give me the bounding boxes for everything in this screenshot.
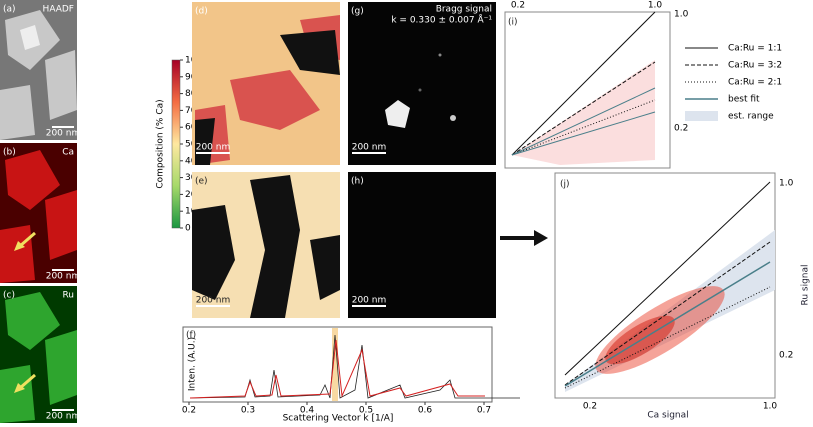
panel-label: (c) [3, 291, 15, 301]
panel-label: (g) [351, 7, 364, 17]
scale-bar: 200 nm [46, 129, 81, 139]
panel-label: (f) [186, 331, 196, 341]
colorbar-tick-label: 20 [185, 190, 197, 200]
x-tick-label: 0.7 [477, 406, 491, 416]
tick-label: 0.2 [511, 1, 525, 11]
colorbar-label: Composition (% Ca) [156, 99, 166, 188]
legend-entry: Ca:Ru = 3:2 [728, 61, 782, 71]
tick-label: 0.2 [674, 124, 688, 134]
panel-label: (e) [195, 177, 208, 187]
panel-j: (j) 0.2 1.0 1.0 0.2 Ca signal Ru signal [554, 172, 811, 421]
colorbar-tick-label: 30 [185, 173, 197, 183]
x-tick-label: 0.3 [241, 406, 255, 416]
colorbar-tick-label: 80 [185, 89, 197, 99]
colorbar-tick-label: 90 [185, 72, 197, 82]
x-tick-label: 0.6 [418, 406, 433, 416]
panel-a: (a) HAADF 200 nm [0, 0, 80, 140]
legend: Ca:Ru = 1:1 Ca:Ru = 3:2 Ca:Ru = 2:1 best… [685, 44, 782, 122]
panel-d: (d) 200 nm [192, 2, 340, 165]
scale-bar: 200 nm [196, 143, 231, 153]
panel-h: (h) 200 nm [348, 172, 496, 318]
arrow [500, 230, 548, 246]
tick-label: 1.0 [648, 1, 663, 11]
legend-entry: Ca:Ru = 2:1 [728, 78, 782, 88]
panel-title: Bragg signal [436, 5, 492, 15]
panel-label: (a) [3, 5, 16, 15]
colorbar-tick-label: 50 [185, 140, 197, 150]
tick-label: 0.2 [779, 351, 793, 361]
scale-bar: 200 nm [196, 296, 231, 306]
panel-subtitle: k = 0.330 ± 0.007 Å⁻¹ [391, 14, 492, 26]
tick-label: 1.0 [763, 402, 778, 412]
scale-bar: 200 nm [46, 412, 81, 422]
legend-entry: Ca:Ru = 1:1 [728, 44, 782, 54]
panel-f: (f) Inten. (A.U.) Scattering Vector k [1… [182, 326, 520, 424]
legend-entry: best fit [728, 95, 760, 105]
legend-entry: est. range [728, 112, 774, 122]
scale-bar: 200 nm [352, 143, 387, 153]
panel-title: Ca [62, 148, 74, 158]
y-axis-label: Ru signal [801, 264, 811, 305]
x-axis-label: Ca signal [647, 411, 688, 421]
colorbar-tick-label: 40 [185, 156, 197, 166]
panel-g: (g) Bragg signal k = 0.330 ± 0.007 Å⁻¹ 2… [348, 2, 496, 165]
panel-c: (c) Ru 200 nm [0, 286, 80, 423]
x-tick-label: 0.5 [359, 406, 373, 416]
panel-label: (b) [3, 148, 16, 158]
tick-label: 1.0 [779, 179, 794, 189]
colorbar-tick-label: 70 [185, 106, 197, 116]
colorbar-tick-label: 60 [185, 123, 197, 133]
scale-bar: 200 nm [46, 272, 81, 282]
colorbar-tick-label: 10 [185, 207, 197, 217]
panel-e: (e) 200 nm [192, 172, 340, 318]
panel-title: Ru [62, 291, 74, 301]
y-axis-label: Inten. (A.U.) [188, 337, 198, 391]
tick-label: 1.0 [674, 10, 689, 20]
panel-b: (b) Ca 200 nm [0, 143, 80, 283]
panel-i: (i) 0.2 1.0 1.0 0.2 [504, 1, 689, 169]
colorbar-tick-label: 0 [185, 224, 191, 234]
tick-label: 0.2 [583, 402, 597, 412]
scale-bar: 200 nm [352, 296, 387, 306]
panel-label: (i) [508, 18, 518, 28]
panel-label: (j) [560, 180, 570, 190]
x-axis-label: Scattering Vector k [1/A] [283, 414, 394, 424]
panel-title: HAADF [43, 5, 74, 15]
x-tick-label: 0.2 [182, 406, 196, 416]
x-tick-label: 0.4 [300, 406, 315, 416]
panel-label: (d) [195, 7, 208, 17]
panel-label: (h) [351, 177, 364, 187]
